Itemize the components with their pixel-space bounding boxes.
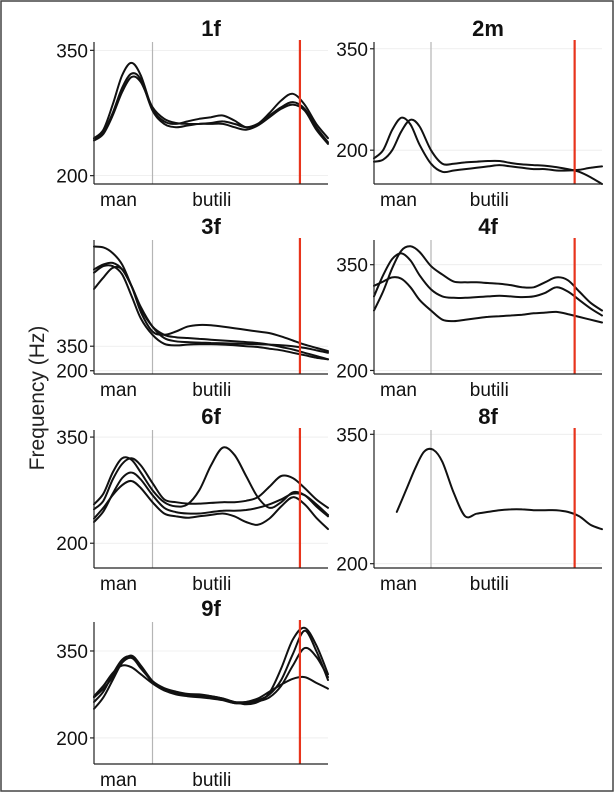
panel-9f: 200 350 man butili 9f	[56, 596, 329, 791]
panels: 200 350 man butili 1f 200 350 man butili 2m 200 350…	[56, 16, 603, 791]
panel-2m: 200 350 man butili 2m	[336, 16, 603, 211]
series-line-2	[373, 252, 603, 317]
x-label-man: man	[380, 190, 417, 211]
series-line-3	[93, 72, 329, 145]
y-tick-label-350: 350	[336, 40, 368, 61]
y-tick-label-200: 200	[336, 555, 368, 576]
panel-4f: 200 350 man butili 4f	[336, 214, 603, 401]
x-label-man: man	[100, 770, 137, 791]
y-tick-label-200: 200	[56, 534, 88, 555]
y-tick-label-350: 350	[56, 428, 88, 449]
series-line-3	[93, 265, 329, 353]
panel-title: 8f	[478, 404, 498, 429]
panel-title: 2m	[472, 16, 504, 41]
panel-1f: 200 350 man butili 1f	[56, 16, 329, 211]
series-line-3	[93, 471, 329, 523]
series-line-4	[93, 626, 329, 710]
series-line-2	[373, 118, 603, 185]
y-tick-label-200: 200	[56, 729, 88, 750]
y-tick-label-200: 200	[336, 361, 368, 382]
series-line-4	[93, 479, 329, 531]
series-line-3	[93, 664, 329, 705]
y-tick-label-350: 350	[56, 41, 88, 62]
x-label-butili: butili	[470, 190, 509, 211]
series-line-1	[373, 245, 603, 312]
series-line-2	[93, 457, 329, 511]
x-label-butili: butili	[192, 574, 231, 595]
panel-title: 6f	[201, 404, 221, 429]
series-line-1	[395, 447, 603, 531]
y-tick-label-350: 350	[336, 425, 368, 446]
x-label-man: man	[380, 380, 417, 401]
x-label-butili: butili	[192, 770, 231, 791]
x-label-butili: butili	[470, 574, 509, 595]
panel-8f: 200 350 man butili 8f	[336, 404, 603, 595]
panel-title: 9f	[201, 596, 221, 621]
y-tick-label-350: 350	[56, 642, 88, 663]
x-label-butili: butili	[192, 190, 231, 211]
series-line-1	[93, 61, 329, 140]
panel-title: 3f	[201, 214, 221, 239]
series-line-1	[373, 116, 603, 174]
series-line-2	[93, 75, 329, 144]
y-tick-label-350: 350	[56, 337, 88, 358]
x-label-man: man	[100, 190, 137, 211]
y-tick-label-200: 200	[56, 167, 88, 188]
y-tick-label-200: 200	[56, 362, 88, 383]
panel-title: 1f	[201, 16, 221, 41]
series-line-4	[93, 264, 329, 361]
y-tick-label-200: 200	[336, 141, 368, 162]
y-tick-label-350: 350	[336, 256, 368, 277]
y-axis-title: Frequency (Hz)	[26, 326, 49, 471]
series-line-3	[373, 276, 603, 324]
x-label-butili: butili	[470, 380, 509, 401]
x-label-butili: butili	[192, 380, 231, 401]
x-label-man: man	[100, 380, 137, 401]
x-label-man: man	[100, 574, 137, 595]
panel-title: 4f	[478, 214, 498, 239]
panel-3f: 200 350 man butili 3f	[56, 214, 329, 401]
x-label-man: man	[380, 574, 417, 595]
panel-6f: 200 350 man butili 6f	[56, 404, 329, 595]
